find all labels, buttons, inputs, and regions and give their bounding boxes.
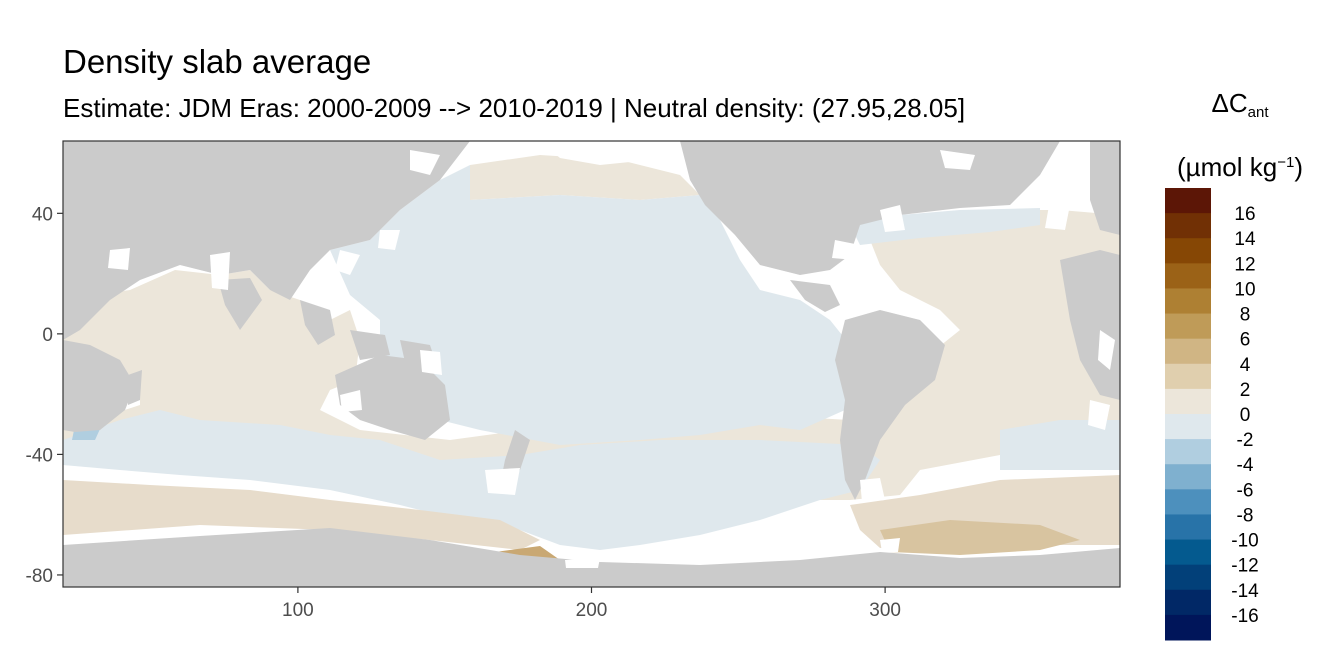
x-tick-label: 200 bbox=[576, 600, 608, 621]
map-panel bbox=[63, 141, 1120, 587]
legend-label: -16 bbox=[1231, 606, 1258, 627]
legend-swatch bbox=[1165, 589, 1211, 616]
legend-label: -8 bbox=[1237, 505, 1254, 526]
legend-label: 0 bbox=[1240, 405, 1251, 426]
y-tick-label: 0 bbox=[42, 325, 53, 346]
legend-label: -12 bbox=[1231, 556, 1258, 577]
chart-title: Density slab average bbox=[63, 43, 372, 80]
legend-swatch bbox=[1165, 514, 1211, 541]
legend-label: 6 bbox=[1240, 330, 1251, 351]
legend-label: -4 bbox=[1237, 455, 1254, 476]
legend-label: -14 bbox=[1231, 581, 1259, 602]
legend-label: 16 bbox=[1234, 204, 1255, 225]
legend-title: ΔCant (µmol kg−1) bbox=[1160, 86, 1320, 184]
legend-label: -6 bbox=[1237, 480, 1254, 501]
legend-label: 4 bbox=[1240, 355, 1251, 376]
legend-label: 12 bbox=[1234, 254, 1255, 275]
patch-weddell bbox=[880, 520, 1080, 555]
legend-swatch bbox=[1165, 188, 1211, 214]
land-masses bbox=[63, 141, 1120, 587]
chart-subtitle: Estimate: JDM Eras: 2000-2009 --> 2010-2… bbox=[63, 93, 966, 123]
legend-label: 2 bbox=[1240, 380, 1251, 401]
y-tick-label: -40 bbox=[26, 445, 53, 466]
legend-label: 14 bbox=[1234, 229, 1256, 250]
ocean-region-southern-ocean bbox=[63, 480, 540, 550]
legend: 16 14 12 10 8 6 4 2 0 -2 -4 -6 -8 -10 -12 -14 -16 bbox=[1165, 188, 1259, 641]
x-tick-label: 100 bbox=[282, 600, 314, 621]
legend-swatch bbox=[1165, 614, 1211, 641]
legend-swatch bbox=[1165, 464, 1211, 490]
y-tick-label: -80 bbox=[26, 566, 53, 587]
legend-swatch bbox=[1165, 263, 1211, 289]
legend-swatch bbox=[1165, 338, 1211, 365]
legend-swatch bbox=[1165, 213, 1211, 239]
y-tick-label: 40 bbox=[32, 204, 53, 225]
no-data-areas bbox=[108, 141, 1115, 568]
legend-swatch bbox=[1165, 288, 1211, 315]
ocean-region-south-band bbox=[63, 410, 880, 550]
legend-swatch bbox=[1165, 539, 1211, 566]
legend-label: 8 bbox=[1240, 305, 1251, 326]
legend-swatch bbox=[1165, 388, 1211, 415]
legend-label: 10 bbox=[1234, 279, 1255, 300]
legend-swatch bbox=[1165, 313, 1211, 340]
legend-symbol: ΔCant bbox=[1211, 88, 1269, 121]
ocean-region-negative bbox=[330, 165, 850, 445]
x-tick-label: 300 bbox=[869, 600, 901, 621]
legend-swatch bbox=[1165, 489, 1211, 515]
legend-swatch bbox=[1165, 363, 1211, 390]
legend-unit: (µmol kg−1) bbox=[1177, 152, 1303, 182]
ocean-region-south-atlantic-blue bbox=[1000, 420, 1120, 470]
legend-swatch bbox=[1165, 238, 1211, 264]
legend-swatch bbox=[1165, 564, 1211, 591]
legend-swatch bbox=[1165, 414, 1211, 440]
legend-label: -2 bbox=[1237, 430, 1254, 451]
ocean-region-north-pacific bbox=[470, 155, 700, 200]
legend-swatch bbox=[1165, 439, 1211, 465]
legend-label: -10 bbox=[1231, 531, 1258, 552]
